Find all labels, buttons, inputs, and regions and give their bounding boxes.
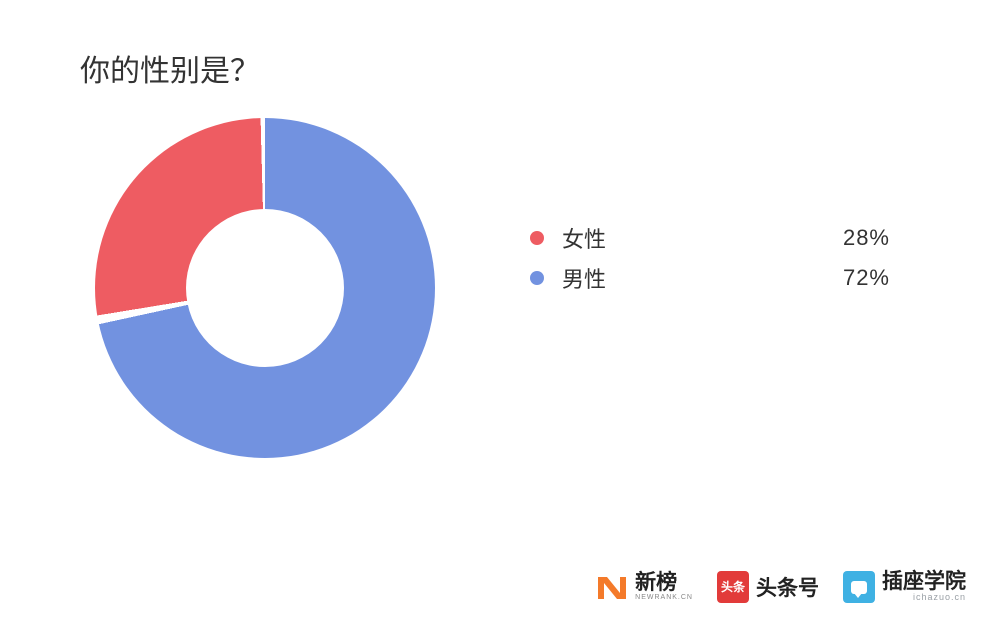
legend-label-female: 女性: [562, 222, 652, 254]
newrank-n-icon: [596, 571, 628, 603]
chazuo-text: 插座学院 ichazuo.cn: [882, 571, 966, 602]
chazuo-sub-text: ichazuo.cn: [913, 593, 966, 602]
legend-item-female: 女性 28%: [530, 218, 890, 258]
legend-value-male: 72%: [843, 265, 890, 291]
chazuo-bubble-icon: [851, 581, 867, 594]
legend-value-female: 28%: [843, 225, 890, 251]
chazuo-main-text: 插座学院: [882, 571, 966, 593]
donut-chart: [95, 118, 435, 458]
toutiao-mark-icon: 头条: [717, 571, 749, 603]
legend-dot-male: [530, 271, 544, 285]
chart-title: 你的性别是？: [80, 46, 260, 90]
legend-item-male: 男性 72%: [530, 258, 890, 298]
logo-newrank: 新榜 NEWRANK.CN: [596, 571, 693, 603]
newrank-text: 新榜 NEWRANK.CN: [635, 572, 693, 601]
chazuo-mark-icon: [843, 571, 875, 603]
logo-chazuo: 插座学院 ichazuo.cn: [843, 571, 966, 603]
newrank-sub-text: NEWRANK.CN: [635, 594, 693, 601]
slide: 你的性别是？ 女性 28% 男性 72% 新榜: [0, 0, 1000, 625]
newrank-main-text: 新榜: [635, 572, 693, 594]
legend: 女性 28% 男性 72%: [530, 218, 890, 298]
legend-dot-female: [530, 231, 544, 245]
toutiao-label-text: 头条号: [756, 572, 819, 602]
newrank-mark-icon: [596, 571, 628, 603]
footer-logos: 新榜 NEWRANK.CN 头条 头条号 插座学院 ichazuo.cn: [596, 571, 966, 603]
donut-ring: [95, 118, 435, 458]
legend-label-male: 男性: [562, 262, 652, 294]
logo-toutiao: 头条 头条号: [717, 571, 819, 603]
